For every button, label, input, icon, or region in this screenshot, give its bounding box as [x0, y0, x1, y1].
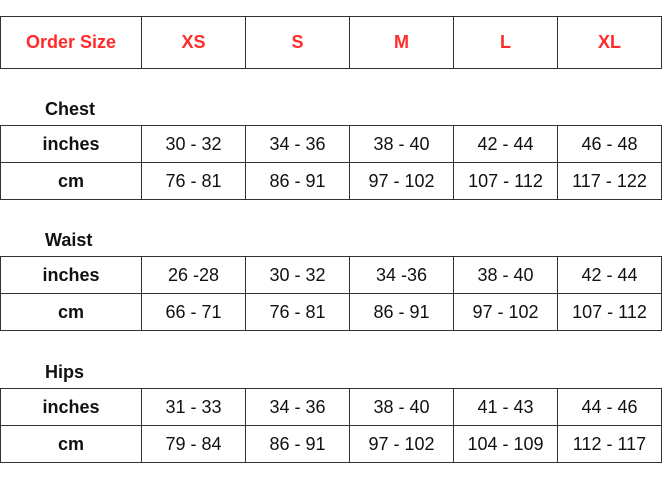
unit-label: inches [0, 125, 142, 163]
chest-section-title: Chest [45, 99, 96, 119]
measurement-cell: 42 - 44 [453, 125, 558, 163]
measurement-cell: 30 - 32 [245, 256, 350, 294]
unit-label: inches [0, 256, 142, 294]
unit-label: inches [0, 388, 142, 426]
measurement-cell: 26 -28 [141, 256, 246, 294]
order-size-label: Order Size [0, 16, 142, 69]
measurement-cell: 76 - 81 [245, 293, 350, 331]
measurement-cell: 34 -36 [349, 256, 454, 294]
measurement-cell: 97 - 102 [453, 293, 558, 331]
unit-label: cm [0, 425, 142, 463]
measurement-cell: 86 - 91 [245, 425, 350, 463]
measurement-cell: 104 - 109 [453, 425, 558, 463]
hips-cm-row: cm 79 - 84 86 - 91 97 - 102 104 - 109 112 - 1… [0, 425, 662, 463]
waist-table: inches 26 -28 30 - 32 34 -36 38 - 40 42 - 44 c… [0, 256, 662, 331]
measurement-cell: 38 - 40 [349, 388, 454, 426]
measurement-cell: 97 - 102 [349, 425, 454, 463]
measurement-cell: 30 - 32 [141, 125, 246, 163]
measurement-cell: 107 - 112 [557, 293, 662, 331]
size-m: M [349, 16, 454, 69]
hips-inches-row: inches 31 - 33 34 - 36 38 - 40 41 - 43 44 - 4… [0, 388, 662, 426]
waist-section-title: Waist [45, 230, 93, 250]
measurement-cell: 34 - 36 [245, 388, 350, 426]
hips-section-title: Hips [45, 362, 85, 382]
size-xl: XL [557, 16, 662, 69]
measurement-cell: 38 - 40 [453, 256, 558, 294]
measurement-cell: 107 - 112 [453, 162, 558, 200]
size-l: L [453, 16, 558, 69]
measurement-cell: 44 - 46 [557, 388, 662, 426]
measurement-cell: 42 - 44 [557, 256, 662, 294]
measurement-cell: 66 - 71 [141, 293, 246, 331]
measurement-cell: 86 - 91 [349, 293, 454, 331]
measurement-cell: 112 - 117 [557, 425, 662, 463]
measurement-cell: 97 - 102 [349, 162, 454, 200]
waist-inches-row: inches 26 -28 30 - 32 34 -36 38 - 40 42 - 44 [0, 256, 662, 294]
measurement-cell: 31 - 33 [141, 388, 246, 426]
measurement-cell: 79 - 84 [141, 425, 246, 463]
chest-cm-row: cm 76 - 81 86 - 91 97 - 102 107 - 112 117 - 1… [0, 162, 662, 200]
chest-inches-row: inches 30 - 32 34 - 36 38 - 40 42 - 44 46 - 4… [0, 125, 662, 163]
waist-cm-row: cm 66 - 71 76 - 81 86 - 91 97 - 102 107 - 112 [0, 293, 662, 331]
measurement-cell: 38 - 40 [349, 125, 454, 163]
measurement-cell: 46 - 48 [557, 125, 662, 163]
order-size-header-table: Order Size XS S M L XL [0, 16, 662, 69]
chest-table: inches 30 - 32 34 - 36 38 - 40 42 - 44 46 - 4… [0, 125, 662, 200]
size-s: S [245, 16, 350, 69]
unit-label: cm [0, 293, 142, 331]
measurement-cell: 86 - 91 [245, 162, 350, 200]
measurement-cell: 117 - 122 [557, 162, 662, 200]
measurement-cell: 76 - 81 [141, 162, 246, 200]
measurement-cell: 41 - 43 [453, 388, 558, 426]
hips-table: inches 31 - 33 34 - 36 38 - 40 41 - 43 44 - 4… [0, 388, 662, 463]
header-row: Order Size XS S M L XL [0, 16, 662, 69]
measurement-cell: 34 - 36 [245, 125, 350, 163]
size-xs: XS [141, 16, 246, 69]
unit-label: cm [0, 162, 142, 200]
